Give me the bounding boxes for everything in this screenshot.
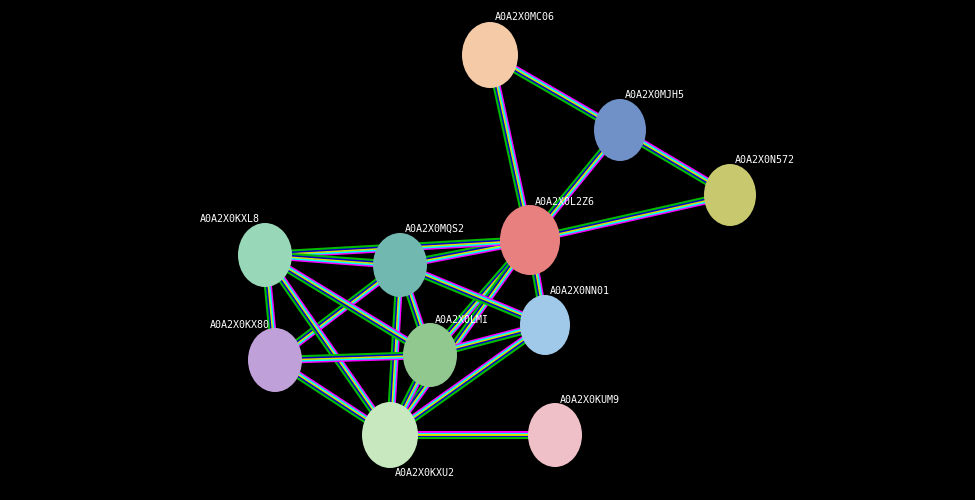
Ellipse shape	[373, 233, 427, 297]
Ellipse shape	[500, 205, 560, 275]
Text: A0A2X0MJH5: A0A2X0MJH5	[625, 90, 685, 100]
Ellipse shape	[520, 295, 570, 355]
Text: A0A2X0KUM9: A0A2X0KUM9	[560, 395, 620, 405]
Text: A0A2X0MC06: A0A2X0MC06	[495, 12, 555, 22]
Text: A0A2X0KXL8: A0A2X0KXL8	[200, 214, 260, 224]
Text: A0A2X0MQS2: A0A2X0MQS2	[405, 224, 465, 234]
Ellipse shape	[403, 323, 457, 387]
Text: A0A2X0L2Z6: A0A2X0L2Z6	[535, 197, 595, 207]
Text: A0A2X0N572: A0A2X0N572	[735, 155, 795, 165]
Ellipse shape	[248, 328, 302, 392]
Text: A0A2X0KX80: A0A2X0KX80	[210, 320, 270, 330]
Ellipse shape	[528, 403, 582, 467]
Ellipse shape	[704, 164, 756, 226]
Ellipse shape	[594, 99, 646, 161]
Ellipse shape	[238, 223, 292, 287]
Text: A0A2X0NN01: A0A2X0NN01	[550, 286, 610, 296]
Text: A0A2X0LMI: A0A2X0LMI	[435, 315, 489, 325]
Ellipse shape	[362, 402, 418, 468]
Text: A0A2X0KXU2: A0A2X0KXU2	[395, 468, 455, 478]
Ellipse shape	[462, 22, 518, 88]
